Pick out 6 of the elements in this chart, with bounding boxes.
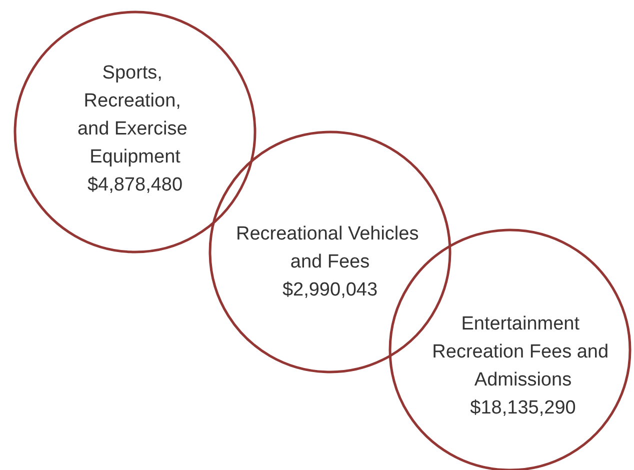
category-label: Sports, Recreation, and Exercise Equipment	[77, 62, 193, 168]
data-label: $4,878,480	[87, 174, 183, 196]
category-label: Recreational Vehicles and Fees	[236, 224, 424, 272]
category-label: Entertainment Recreation Fees and Admissions	[432, 314, 614, 390]
data-label: $2,990,043	[282, 280, 378, 300]
data-label: $18,135,290	[470, 398, 576, 418]
